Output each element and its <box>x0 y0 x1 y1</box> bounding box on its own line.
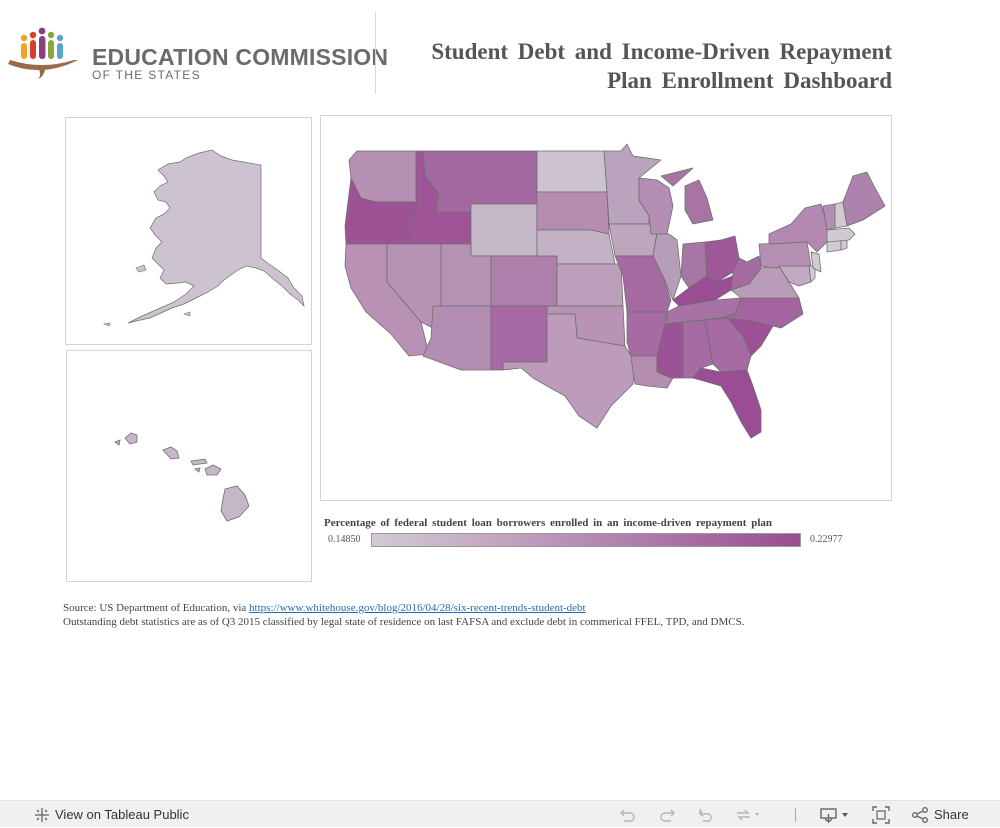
logo-figure-5 <box>56 34 64 59</box>
fullscreen-icon <box>872 805 890 824</box>
ecs-logo <box>8 26 368 86</box>
hawaii-island-oahu <box>162 446 180 460</box>
source-link[interactable]: https://www.whitehouse.gov/blog/2016/04/… <box>249 602 586 614</box>
state-wyoming[interactable] <box>470 203 538 257</box>
state-west-virginia[interactable] <box>730 255 762 291</box>
undo-button[interactable] <box>619 801 637 828</box>
revert-icon <box>699 808 712 822</box>
share-icon <box>912 806 928 823</box>
logo-figure-1 <box>20 34 28 59</box>
logo-figure-4 <box>47 31 55 59</box>
alaska-island-1 <box>135 264 147 273</box>
header-divider <box>375 12 376 94</box>
logo-line-2: OF THE STATES <box>92 68 201 82</box>
state-texas[interactable] <box>502 313 636 429</box>
source-note: Outstanding debt statistics are as of Q3… <box>63 616 745 628</box>
dashboard-title: Student Debt and Income-Driven Repayment… <box>392 37 892 95</box>
hawaii-island-big <box>220 485 250 522</box>
state-maine[interactable] <box>842 171 886 227</box>
hawaii-island-molokai <box>190 458 208 466</box>
dashboard-title-line-1: Student Debt and Income-Driven Repayment <box>431 39 892 64</box>
logo-arc <box>8 60 78 71</box>
state-new-jersey[interactable] <box>810 251 822 273</box>
hawaii-map-pane[interactable] <box>66 350 312 582</box>
logo-stem <box>38 66 46 79</box>
us-map <box>344 143 886 439</box>
fullscreen-button[interactable] <box>872 801 890 828</box>
state-massachusetts[interactable] <box>826 227 856 243</box>
state-kansas[interactable] <box>556 263 624 307</box>
alaska-island-3 <box>102 322 111 327</box>
share-label: Share <box>934 807 969 822</box>
state-north-dakota[interactable] <box>536 150 608 193</box>
state-pennsylvania[interactable] <box>758 241 812 269</box>
hawaii-island-niihau <box>114 439 121 446</box>
source-prefix: Source: US Department of Education, via <box>63 602 250 614</box>
hawaii-island-maui <box>204 464 222 476</box>
legend-title: Percentage of federal student loan borro… <box>324 517 773 529</box>
download-icon <box>820 807 848 823</box>
dashboard-title-line-2: Plan Enrollment Dashboard <box>607 68 892 93</box>
refresh-icon <box>737 809 759 820</box>
view-on-tableau-public-button[interactable]: View on Tableau Public <box>34 801 189 828</box>
state-iowa[interactable] <box>608 223 658 257</box>
alaska-island-2 <box>183 311 191 317</box>
state-michigan[interactable] <box>660 167 714 225</box>
state-maryland[interactable] <box>778 265 812 287</box>
revert-button[interactable] <box>698 801 716 828</box>
tableau-icon <box>35 807 49 822</box>
hawaii-map <box>114 432 250 522</box>
hawaii-island-kauai <box>124 432 138 445</box>
share-button[interactable]: Share <box>911 801 969 828</box>
state-new-mexico[interactable] <box>490 305 548 371</box>
redo-icon <box>660 809 675 822</box>
view-on-tableau-public-label: View on Tableau Public <box>55 807 189 822</box>
state-illinois[interactable] <box>652 233 682 301</box>
legend-min-value: 0.14850 <box>328 534 361 545</box>
state-south-dakota[interactable] <box>536 191 610 235</box>
us-map-pane[interactable] <box>320 115 892 501</box>
source-line: Source: US Department of Education, via … <box>63 602 586 614</box>
download-button[interactable] <box>820 801 852 828</box>
legend-max-value: 0.22977 <box>810 534 843 545</box>
logo-figure-3 <box>38 27 46 59</box>
hawaii-island-lanai <box>194 467 201 473</box>
refresh-button[interactable] <box>735 801 763 828</box>
toolbar-separator <box>795 801 796 828</box>
state-florida[interactable] <box>692 367 762 439</box>
tableau-toolbar: View on Tableau Public Share <box>0 800 1000 827</box>
state-colorado[interactable] <box>490 255 558 307</box>
alaska-map <box>102 149 305 327</box>
ecs-logo-figures <box>8 27 78 79</box>
redo-button[interactable] <box>658 801 676 828</box>
undo-icon <box>620 809 635 822</box>
state-arizona[interactable] <box>422 305 492 371</box>
logo-figure-2 <box>29 31 37 59</box>
state-hawaii[interactable] <box>114 432 250 522</box>
logo-line-1: EDUCATION COMMISSION <box>92 44 389 70</box>
alaska-map-pane[interactable] <box>65 117 312 345</box>
state-alaska[interactable] <box>127 149 305 324</box>
legend-color-ramp <box>371 533 801 547</box>
state-montana[interactable] <box>422 150 538 213</box>
state-rhode-island[interactable] <box>840 239 848 251</box>
